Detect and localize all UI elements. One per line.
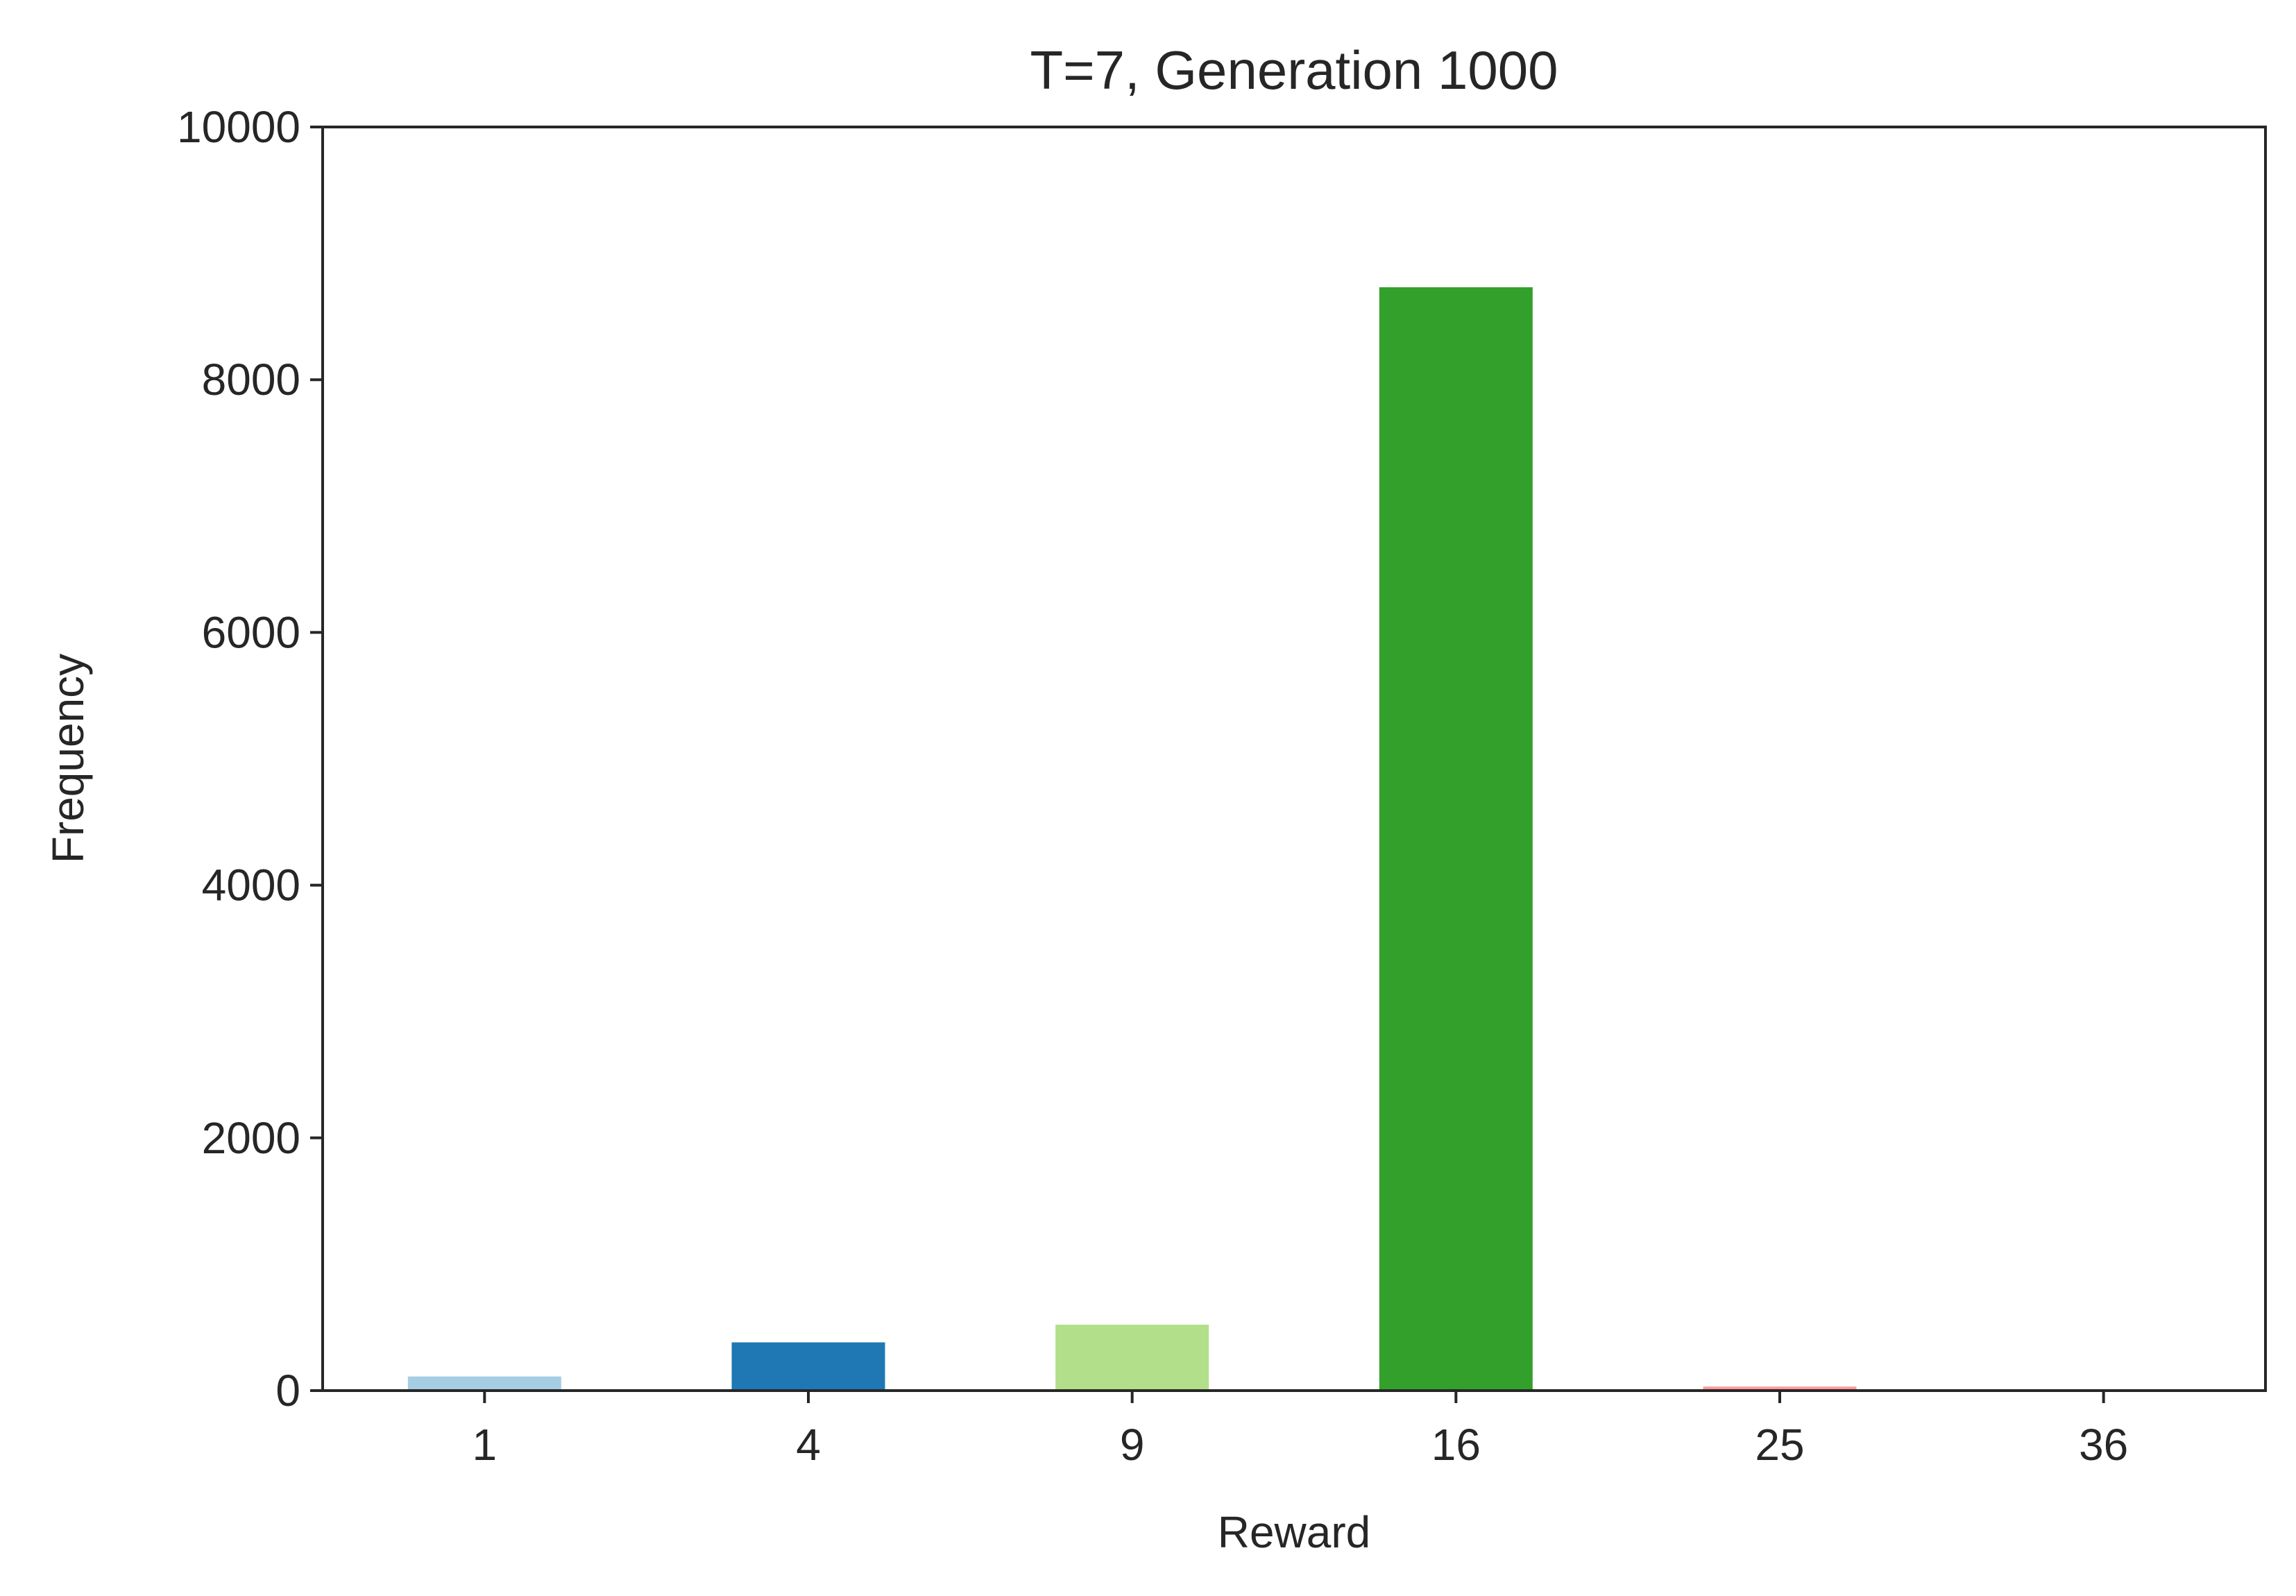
bar-9 [1053,1322,1211,1392]
x-tick-label: 25 [1755,1420,1804,1470]
y-tick-label: 6000 [202,607,300,657]
y-tick-label: 10000 [177,102,300,152]
y-tick-label: 4000 [202,860,300,910]
x-tick-label: 16 [1431,1420,1481,1470]
x-tick-label: 1 [473,1420,498,1470]
x-axis-ticks: 1 4 9 16 25 36 [473,1391,2128,1470]
x-axis-label: Reward [1218,1507,1371,1557]
bar-1 [405,1374,563,1392]
x-tick-label: 4 [796,1420,821,1470]
bars-group [405,285,1859,1392]
bar-4 [729,1340,887,1392]
y-tick-label: 8000 [202,355,300,405]
x-tick-label: 36 [2079,1420,2128,1470]
y-tick-label: 0 [275,1366,300,1416]
chart-title: T=7, Generation 1000 [1030,40,1558,101]
y-axis-ticks: 0 2000 4000 6000 8000 10000 [177,102,323,1416]
plot-frame [321,126,2267,1392]
x-tick-label: 9 [1120,1420,1145,1470]
bar-16 [1377,285,1535,1392]
y-axis-label: Frequency [43,654,93,863]
y-tick-label: 2000 [202,1113,300,1163]
